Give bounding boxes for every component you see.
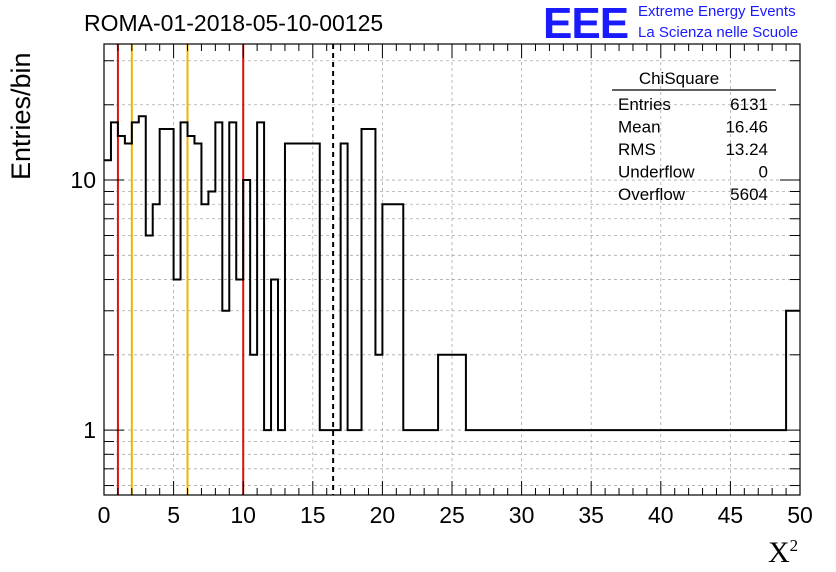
stats-label-rms: RMS xyxy=(618,140,656,159)
stats-value-overflow: 5604 xyxy=(730,185,768,204)
stats-label-entries: Entries xyxy=(618,95,671,114)
stats-title: ChiSquare xyxy=(639,69,719,88)
grid xyxy=(104,44,800,495)
x-tick-label: 10 xyxy=(230,502,256,528)
x-axis-label-base: X xyxy=(768,536,790,569)
x-tick-label: 40 xyxy=(648,502,674,528)
brand-line-2: La Scienza nelle Scuole xyxy=(638,24,799,41)
x-tick-label: 30 xyxy=(509,502,535,528)
stats-label-underflow: Underflow xyxy=(618,163,695,182)
stats-value-underflow: 0 xyxy=(759,163,768,182)
chart-title: ROMA-01-2018-05-10-00125 xyxy=(84,10,384,36)
stats-label-mean: Mean xyxy=(618,118,661,137)
histogram xyxy=(104,115,800,432)
x-tick-label: 25 xyxy=(439,502,465,528)
eee-logo: EEE xyxy=(543,0,629,48)
reference-lines xyxy=(116,44,335,495)
x-tick-label: 50 xyxy=(787,502,813,528)
y-tick-label: 1 xyxy=(83,417,96,443)
stats-value-mean: 16.46 xyxy=(725,118,768,137)
axes: 0 5 10 15 20 25 30 35 40 45 50 1 10 xyxy=(70,43,813,528)
stats-label-overflow: Overflow xyxy=(618,185,686,204)
x-tick-label: 0 xyxy=(98,502,111,528)
stats-value-entries: 6131 xyxy=(730,95,768,114)
y-tick-label: 10 xyxy=(70,167,96,193)
x-tick-label: 45 xyxy=(718,502,744,528)
x-tick-label: 20 xyxy=(370,502,396,528)
x-tick-label: 5 xyxy=(167,502,180,528)
x-axis-label-superscript: 2 xyxy=(789,536,799,555)
stats-value-rms: 13.24 xyxy=(725,140,768,159)
histogram-line xyxy=(104,115,800,432)
x-tick-label: 35 xyxy=(578,502,604,528)
x-tick-label: 15 xyxy=(300,502,326,528)
stats-box: ChiSquare Entries 6131 Mean 16.46 RMS 13.24 Un… xyxy=(612,69,776,204)
brand-line-1: Extreme Energy Events xyxy=(638,3,796,20)
x-axis-label: X2 xyxy=(768,536,798,570)
